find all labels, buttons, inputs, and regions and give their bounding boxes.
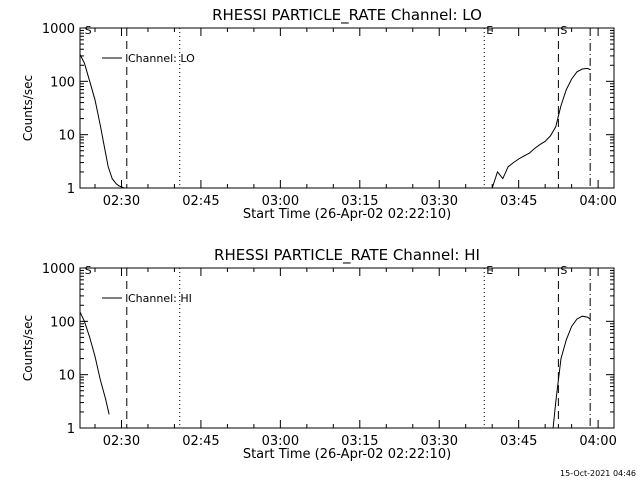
event-marker-label: E [486, 264, 493, 277]
x-tick-label: 03:30 [421, 194, 458, 209]
data-series-line [552, 315, 591, 429]
x-tick-label: 03:30 [421, 434, 458, 449]
y-tick-label: 1000 [42, 262, 75, 277]
y-tick-label: 100 [50, 75, 75, 90]
y-tick-label: 10 [58, 129, 75, 144]
chart-panel-1: RHESSI PARTICLE_RATE Channel: LO Counts/s… [21, 6, 617, 222]
x-tick-label: 03:45 [500, 194, 537, 209]
chart-panel-2: RHESSI PARTICLE_RATE Channel: HI Counts/s… [21, 246, 617, 462]
x-tick-label: 03:15 [341, 434, 378, 449]
plot-frame [79, 267, 615, 429]
y-tick-label: 10 [58, 369, 75, 384]
x-tick-label: 02:30 [103, 194, 140, 209]
y-tick-label: 1 [67, 422, 75, 437]
event-marker-label: S [85, 264, 92, 277]
legend-entry: Channel: HI [128, 292, 192, 305]
chart-title: RHESSI PARTICLE_RATE Channel: HI [214, 246, 480, 265]
event-marker-label: E [486, 24, 493, 37]
y-axis-label: Counts/sec [21, 315, 35, 381]
x-tick-label: 03:00 [262, 194, 299, 209]
data-series-line [79, 54, 125, 189]
plot-timestamp: 15-Oct-2021 04:46 [560, 469, 636, 478]
x-tick-label: 03:15 [341, 194, 378, 209]
data-series-line [79, 311, 110, 415]
y-tick-label: 100 [50, 315, 75, 330]
x-tick-label: 02:45 [182, 194, 219, 209]
x-tick-label: 04:00 [579, 194, 616, 209]
legend-entry: Channel: LO [128, 52, 195, 65]
event-marker-label: S [560, 24, 567, 37]
x-axis-label: Start Time (26-Apr-02 02:22:10) [243, 447, 451, 462]
x-axis-label: Start Time (26-Apr-02 02:22:10) [243, 207, 451, 222]
x-tick-label: 02:30 [103, 434, 140, 449]
x-tick-label: 02:45 [182, 434, 219, 449]
y-tick-label: 1 [67, 182, 75, 197]
chart-title: RHESSI PARTICLE_RATE Channel: LO [212, 6, 482, 25]
x-tick-label: 03:00 [262, 434, 299, 449]
plot-frame [79, 27, 615, 189]
data-series-line [491, 67, 591, 189]
y-tick-label: 1000 [42, 22, 75, 37]
event-marker-label: S [560, 264, 567, 277]
x-tick-label: 03:45 [500, 434, 537, 449]
y-axis-label: Counts/sec [21, 75, 35, 141]
x-tick-label: 04:00 [579, 434, 616, 449]
event-marker-label: S [85, 24, 92, 37]
